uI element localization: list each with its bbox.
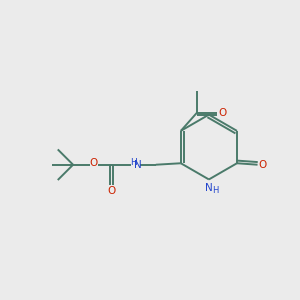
Text: O: O <box>218 108 226 118</box>
Text: O: O <box>89 158 98 168</box>
Text: H: H <box>130 158 136 167</box>
Text: O: O <box>259 160 267 170</box>
Text: O: O <box>107 186 115 196</box>
Text: N: N <box>205 183 213 193</box>
Text: N: N <box>134 160 142 170</box>
Text: H: H <box>212 186 219 195</box>
